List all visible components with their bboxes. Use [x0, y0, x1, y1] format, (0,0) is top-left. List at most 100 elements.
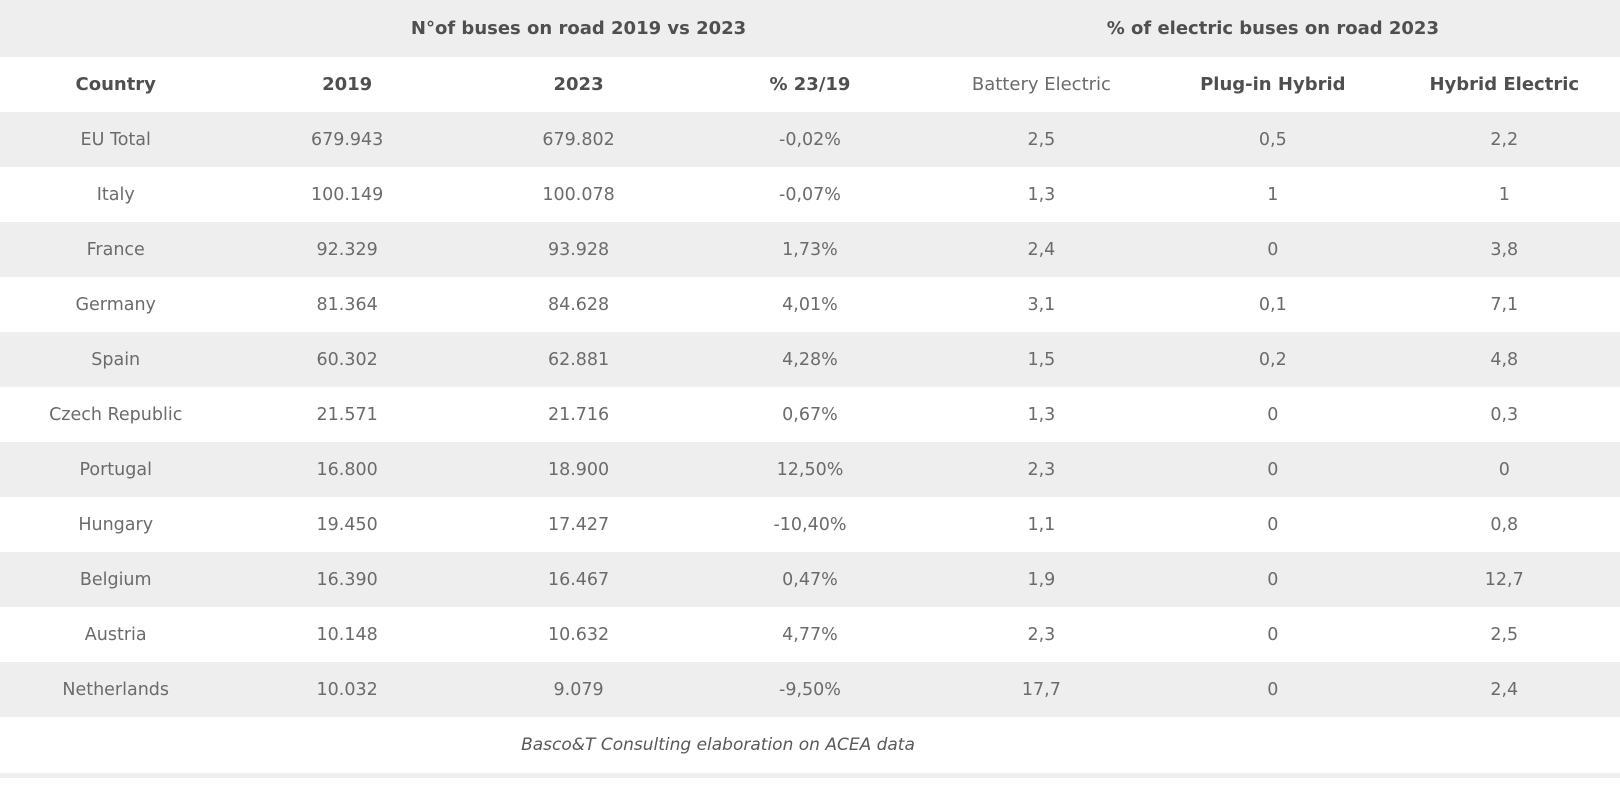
cell-country: Germany — [75, 294, 156, 315]
column-header-pct-23-19: % 23/19 — [769, 74, 851, 95]
cell-value: 2,2 — [1490, 129, 1519, 150]
cell-value: 12,50% — [776, 459, 844, 480]
column-header-2023: 2023 — [553, 74, 604, 95]
column-header-plug-in-hybrid: Plug-in Hybrid — [1200, 74, 1346, 95]
cell-value: 2,3 — [1027, 459, 1056, 480]
cell-country: Spain — [91, 349, 141, 370]
cell-value: 100.149 — [310, 184, 384, 205]
cell-value: 17,7 — [1021, 679, 1061, 700]
cell-value: 2,3 — [1027, 624, 1056, 645]
caption-row: Basco&T Consulting elaboration on ACEA d… — [0, 717, 1620, 775]
cell-country: Belgium — [79, 569, 152, 590]
table-row: Italy 100.149 100.078 -0,07% 1,3 1 1 — [0, 167, 1620, 222]
cell-value: 21.716 — [547, 404, 610, 425]
cell-country: France — [86, 239, 145, 260]
cell-value: 0,8 — [1490, 514, 1519, 535]
cell-value: 2,5 — [1027, 129, 1056, 150]
table-row: Germany 81.364 84.628 4,01% 3,1 0,1 7,1 — [0, 277, 1620, 332]
cell-value: 679.802 — [542, 129, 615, 150]
cell-country: Hungary — [78, 514, 154, 535]
cell-value: 1,3 — [1027, 404, 1056, 425]
cell-value: 60.302 — [316, 349, 378, 370]
cell-value: 10.148 — [316, 624, 378, 645]
table-body: EU Total 679.943 679.802 -0,02% 2,5 0,5 2,2 Ita… — [0, 112, 1620, 717]
source-caption: Basco&T Consulting elaboration on ACEA d… — [521, 734, 915, 755]
table-row: Netherlands 10.032 9.079 -9,50% 17,7 0 2,4 — [0, 662, 1620, 717]
column-header-hybrid-electric: Hybrid Electric — [1429, 74, 1580, 95]
cell-country: Netherlands — [62, 679, 170, 700]
cell-value: 9.079 — [553, 679, 604, 700]
group-header-row: N°of buses on road 2019 vs 2023 % of ele… — [0, 0, 1620, 57]
cell-value: 62.881 — [547, 349, 610, 370]
cell-value: 19.450 — [316, 514, 378, 535]
cell-value: 16.800 — [316, 459, 378, 480]
cell-value: 100.078 — [542, 184, 615, 205]
cell-country: Italy — [96, 184, 135, 205]
cell-value: -10,40% — [773, 514, 847, 535]
cell-value: 18.900 — [547, 459, 610, 480]
cell-country: Czech Republic — [49, 404, 183, 425]
cell-value: 2,5 — [1490, 624, 1519, 645]
table-row: France 92.329 93.928 1,73% 2,4 0 3,8 — [0, 222, 1620, 277]
cell-value: 16.467 — [547, 569, 610, 590]
cell-value: 0,3 — [1490, 404, 1519, 425]
cell-value: 0,5 — [1258, 129, 1287, 150]
cell-value: 1,5 — [1027, 349, 1056, 370]
cell-country: Portugal — [79, 459, 152, 480]
column-header-battery-electric: Battery Electric — [971, 74, 1111, 95]
cell-value: 0,1 — [1258, 294, 1287, 315]
table-row: Spain 60.302 62.881 4,28% 1,5 0,2 4,8 — [0, 332, 1620, 387]
cell-value: 93.928 — [547, 239, 610, 260]
cell-value: 21.571 — [316, 404, 378, 425]
group-header-spacer — [0, 0, 231, 57]
column-header-country: Country — [75, 74, 156, 95]
cell-value: 1 — [1267, 184, 1279, 205]
cell-value: 3,1 — [1027, 294, 1056, 315]
bus-data-table: N°of buses on road 2019 vs 2023 % of ele… — [0, 0, 1620, 775]
table-row: Portugal 16.800 18.900 12,50% 2,3 0 0 — [0, 442, 1620, 497]
cell-value: 7,1 — [1490, 294, 1519, 315]
column-header-2019: 2019 — [322, 74, 373, 95]
cell-value: 0 — [1267, 239, 1279, 260]
cell-value: 0,47% — [782, 569, 838, 590]
cell-value: 0 — [1267, 459, 1279, 480]
table-head: N°of buses on road 2019 vs 2023 % of ele… — [0, 0, 1620, 112]
cell-value: 81.364 — [316, 294, 378, 315]
cell-value: 1,3 — [1027, 184, 1056, 205]
cell-value: 10.632 — [547, 624, 610, 645]
cell-value: -9,50% — [779, 679, 841, 700]
column-header-row: Country 2019 2023 % 23/19 Battery Electr… — [0, 57, 1620, 112]
cell-value: 0 — [1498, 459, 1510, 480]
cell-value: 84.628 — [547, 294, 610, 315]
cell-value: -0,02% — [779, 129, 841, 150]
cell-value: 0 — [1267, 569, 1279, 590]
table-row: Austria 10.148 10.632 4,77% 2,3 0 2,5 — [0, 607, 1620, 662]
cell-value: 2,4 — [1027, 239, 1056, 260]
cell-value: 12,7 — [1484, 569, 1524, 590]
table-row: Belgium 16.390 16.467 0,47% 1,9 0 12,7 — [0, 552, 1620, 607]
cell-country: EU Total — [80, 129, 151, 150]
group-header-buses-on-road: N°of buses on road 2019 vs 2023 — [410, 18, 747, 39]
cell-value: 0 — [1267, 679, 1279, 700]
cell-value: 17.427 — [547, 514, 610, 535]
cell-country: Austria — [84, 624, 147, 645]
cell-value: 679.943 — [310, 129, 384, 150]
cell-value: 1 — [1498, 184, 1510, 205]
cell-value: 4,8 — [1490, 349, 1519, 370]
cell-value: -0,07% — [779, 184, 841, 205]
cell-value: 1,1 — [1027, 514, 1056, 535]
group-header-electric-buses: % of electric buses on road 2023 — [1106, 18, 1439, 39]
table-row: Czech Republic 21.571 21.716 0,67% 1,3 0 0,3 — [0, 387, 1620, 442]
table-row: Hungary 19.450 17.427 -10,40% 1,1 0 0,8 — [0, 497, 1620, 552]
cell-value: 0 — [1267, 404, 1279, 425]
cell-value: 1,73% — [782, 239, 838, 260]
cell-value: 4,77% — [782, 624, 838, 645]
cell-value: 0 — [1267, 514, 1279, 535]
cell-value: 3,8 — [1490, 239, 1519, 260]
cell-value: 1,9 — [1027, 569, 1056, 590]
cell-value: 92.329 — [316, 239, 378, 260]
cell-value: 10.032 — [316, 679, 378, 700]
cell-value: 4,28% — [782, 349, 838, 370]
table-foot: Basco&T Consulting elaboration on ACEA d… — [0, 717, 1620, 775]
